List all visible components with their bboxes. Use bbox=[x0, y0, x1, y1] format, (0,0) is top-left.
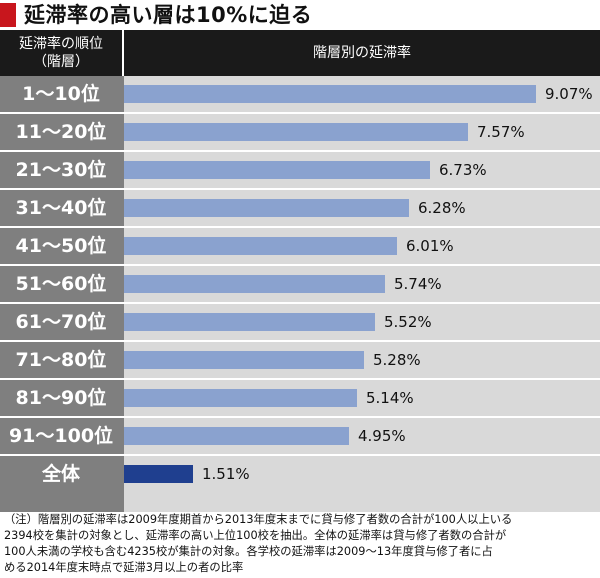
category-label: 81～90位 bbox=[0, 380, 122, 416]
footnote-line: 2394校を集計の対象とし、延滞率の高い上位100校を抽出。全体の延滞率は貸与修… bbox=[4, 528, 596, 544]
data-label: 7.57% bbox=[477, 114, 525, 150]
data-bar bbox=[124, 351, 364, 369]
data-bar bbox=[124, 275, 385, 293]
title-bar: 延滞率の高い層は10%に迫る bbox=[0, 0, 600, 30]
data-label: 1.51% bbox=[202, 456, 250, 492]
data-label: 4.95% bbox=[358, 418, 406, 454]
rank-column-header: 延滞率の順位 （階層） bbox=[0, 30, 122, 76]
category-label: 41～50位 bbox=[0, 228, 122, 264]
data-label: 5.28% bbox=[373, 342, 421, 378]
data-label: 6.01% bbox=[406, 228, 454, 264]
data-bar bbox=[124, 389, 357, 407]
category-label: 51～60位 bbox=[0, 266, 122, 302]
category-label: 21～30位 bbox=[0, 152, 122, 188]
category-label: 91～100位 bbox=[0, 418, 122, 454]
data-bar bbox=[124, 123, 468, 141]
footnote-line: 100人未満の学校も含む4235校が集計の対象。各学校の延滞率は2009～13年… bbox=[4, 544, 596, 560]
category-label: 1～10位 bbox=[0, 76, 122, 112]
data-bar bbox=[124, 85, 536, 103]
data-bar bbox=[124, 237, 397, 255]
title-accent-mark bbox=[0, 3, 16, 27]
data-label: 9.07% bbox=[545, 76, 593, 112]
data-bar bbox=[124, 427, 349, 445]
data-bar bbox=[124, 161, 430, 179]
total-bar bbox=[124, 465, 193, 483]
category-label: 61～70位 bbox=[0, 304, 122, 340]
data-label: 6.28% bbox=[418, 190, 466, 226]
footnote: （注）階層別の延滞率は2009年度期首から2013年度末までに貸与修了者数の合計… bbox=[4, 512, 596, 576]
category-label: 31～40位 bbox=[0, 190, 122, 226]
data-label: 5.74% bbox=[394, 266, 442, 302]
rate-column-header: 階層別の延滞率 bbox=[124, 30, 600, 76]
data-label: 6.73% bbox=[439, 152, 487, 188]
category-label: 11～20位 bbox=[0, 114, 122, 150]
rank-header-line2: （階層） bbox=[0, 53, 122, 71]
chart-title: 延滞率の高い層は10%に迫る bbox=[24, 2, 312, 28]
data-label: 5.14% bbox=[366, 380, 414, 416]
rank-header-line1: 延滞率の順位 bbox=[0, 35, 122, 53]
category-label: 71～80位 bbox=[0, 342, 122, 378]
category-label: 全体 bbox=[0, 456, 122, 492]
data-bar bbox=[124, 313, 375, 331]
footnote-line: める2014年度末時点で延滞3月以上の者の比率 bbox=[4, 560, 596, 576]
footnote-line: （注）階層別の延滞率は2009年度期首から2013年度末までに貸与修了者数の合計… bbox=[4, 512, 596, 528]
data-label: 5.52% bbox=[384, 304, 432, 340]
table-header: 延滞率の順位 （階層） 階層別の延滞率 bbox=[0, 30, 600, 76]
data-bar bbox=[124, 199, 409, 217]
